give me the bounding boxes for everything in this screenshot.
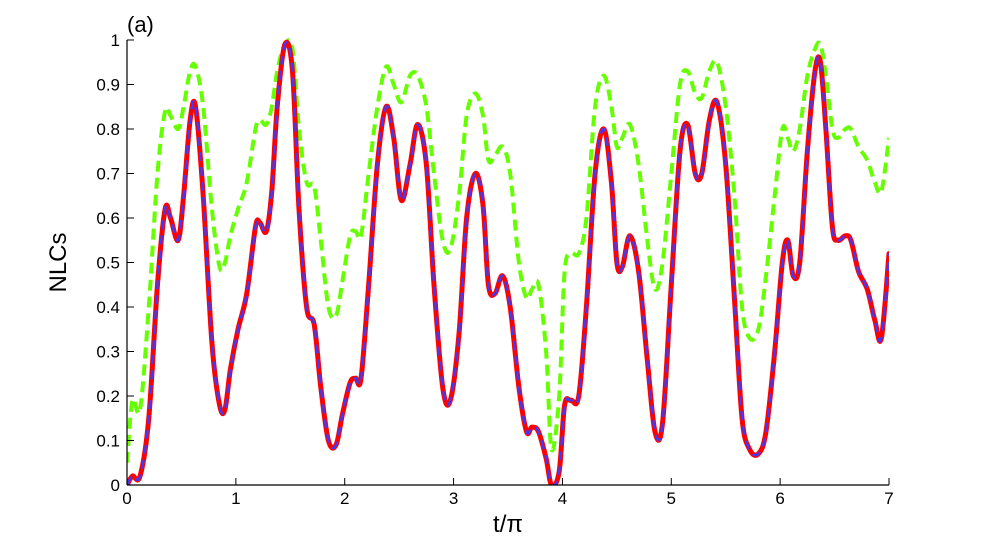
y-tick-label: 0.3 xyxy=(96,343,120,362)
x-tick-label: 6 xyxy=(775,489,784,508)
series-line-0 xyxy=(127,39,889,485)
x-tick-label: 0 xyxy=(122,489,131,508)
y-tick-label: 0.2 xyxy=(96,387,120,406)
y-tick-label: 0.6 xyxy=(96,209,120,228)
axes-layer xyxy=(126,40,889,486)
x-tick-label: 3 xyxy=(449,489,458,508)
x-tick-label: 4 xyxy=(558,489,567,508)
y-tick-label: 0.1 xyxy=(96,432,120,451)
x-tick-label: 7 xyxy=(884,489,893,508)
x-axis-label: t/π xyxy=(493,511,523,538)
y-axis-label: NLCs xyxy=(45,232,72,292)
y-tick-label: 0 xyxy=(111,476,120,495)
y-tick-label: 0.9 xyxy=(96,76,120,95)
series-layer xyxy=(127,38,889,485)
x-tick-label: 2 xyxy=(340,489,349,508)
x-tick-label: 1 xyxy=(231,489,240,508)
series-line-2 xyxy=(127,38,889,463)
panel-label: (a) xyxy=(127,12,154,37)
y-tick-label: 0.4 xyxy=(96,298,120,317)
x-tick-label: 5 xyxy=(667,489,676,508)
y-tick-label: 0.8 xyxy=(96,120,120,139)
y-tick-label: 0.5 xyxy=(96,254,120,273)
y-tick-label: 0.7 xyxy=(96,165,120,184)
ticks-layer: 0 0.1 0.2 0.3 0.4 0.5 0.6 0.7 0.8 0.9 1 0 1 2 3 4 5 6 7 xyxy=(96,31,893,508)
series-line-1 xyxy=(127,41,889,485)
y-tick-label: 1 xyxy=(111,31,120,50)
